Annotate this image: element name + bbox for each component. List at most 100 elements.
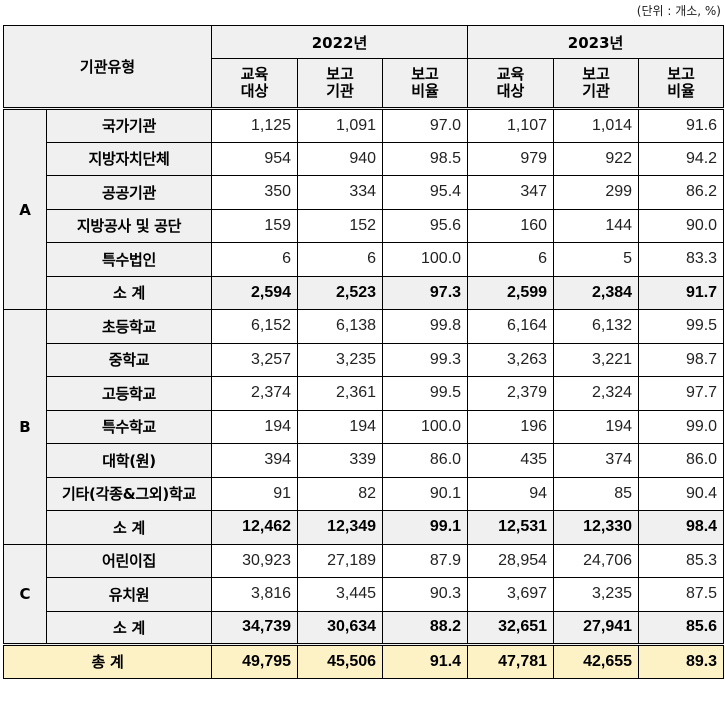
value-cell: 2,379 <box>467 376 555 411</box>
value-cell: 99.5 <box>382 376 469 411</box>
value-cell: 85.6 <box>638 610 725 645</box>
subtotal-row: 소 계 34,739 30,634 88.2 32,651 27,941 85.6 <box>4 610 725 645</box>
row-label: 초등학교 <box>45 309 213 344</box>
value-cell: 45,506 <box>297 643 384 679</box>
table-row: 특수법인 6 6 100.0 6 5 83.3 <box>4 242 725 277</box>
value-cell: 30,634 <box>297 610 384 645</box>
value-cell: 88.2 <box>382 610 469 645</box>
group-label: B <box>3 309 47 545</box>
value-cell: 86.0 <box>382 443 469 478</box>
value-cell: 2,599 <box>467 275 555 310</box>
header-education-target-2022: 교육 대상 <box>211 58 299 110</box>
value-cell: 97.7 <box>638 376 725 411</box>
header-reporting-org-2022: 보고 기관 <box>297 58 384 110</box>
header-reporting-org-2023: 보고 기관 <box>553 58 640 110</box>
value-cell: 90.3 <box>382 577 469 612</box>
value-cell: 85 <box>553 476 640 511</box>
value-cell: 100.0 <box>382 242 469 277</box>
header-line: 보고 <box>582 65 610 83</box>
value-cell: 98.7 <box>638 342 725 377</box>
header-line: 보고 <box>667 65 695 83</box>
report-table: 기관유형 2022년 2023년 교육 대상 보고 기관 보고 비율 교육 대상 보고 기관 보고 비… <box>2 25 725 679</box>
value-cell: 99.1 <box>382 510 469 545</box>
value-cell: 47,781 <box>467 643 555 679</box>
value-cell: 2,523 <box>297 275 384 310</box>
subtotal-row: 소 계 12,462 12,349 99.1 12,531 12,330 98.4 <box>4 510 725 545</box>
subtotal-row: 소 계 2,594 2,523 97.3 2,599 2,384 91.7 <box>4 275 725 310</box>
value-cell: 30,923 <box>211 543 299 578</box>
table-row: B 초등학교 6,152 6,138 99.8 6,164 6,132 99.5 <box>3 309 725 545</box>
value-cell: 49,795 <box>211 643 299 679</box>
header-line: 비율 <box>411 82 439 100</box>
value-cell: 152 <box>297 208 384 243</box>
header-line: 비율 <box>667 82 695 100</box>
value-cell: 6,132 <box>553 309 640 344</box>
table-row: 중학교 3,257 3,235 99.3 3,263 3,221 98.7 <box>4 342 725 377</box>
value-cell: 3,235 <box>553 577 640 612</box>
value-cell: 94.2 <box>638 141 725 176</box>
value-cell: 954 <box>211 141 299 176</box>
value-cell: 1,014 <box>553 108 640 143</box>
value-cell: 90.4 <box>638 476 725 511</box>
value-cell: 90.0 <box>638 208 725 243</box>
value-cell: 979 <box>467 141 555 176</box>
header-reporting-rate-2023: 보고 비율 <box>638 58 725 110</box>
group-label: A <box>3 108 47 310</box>
value-cell: 3,697 <box>467 577 555 612</box>
value-cell: 12,349 <box>297 510 384 545</box>
value-cell: 3,221 <box>553 342 640 377</box>
table-row: 지방자치단체 954 940 98.5 979 922 94.2 <box>4 141 725 176</box>
header-year-2023: 2023년 <box>467 25 725 59</box>
header-education-target-2023: 교육 대상 <box>467 58 555 110</box>
value-cell: 6 <box>467 242 555 277</box>
header-line: 교육 <box>496 65 525 83</box>
row-label: 국가기관 <box>45 108 213 143</box>
header-line: 대상 <box>240 82 269 100</box>
value-cell: 3,257 <box>211 342 299 377</box>
value-cell: 922 <box>553 141 640 176</box>
value-cell: 350 <box>211 175 299 210</box>
value-cell: 299 <box>553 175 640 210</box>
table-row: 지방공사 및 공단 159 152 95.6 160 144 90.0 <box>4 208 725 243</box>
value-cell: 6 <box>297 242 384 277</box>
value-cell: 91.6 <box>638 108 725 143</box>
row-label: 어린이집 <box>45 543 213 578</box>
value-cell: 86.0 <box>638 443 725 478</box>
value-cell: 196 <box>467 409 555 444</box>
value-cell: 940 <box>297 141 384 176</box>
row-label: 지방자치단체 <box>45 141 213 176</box>
value-cell: 1,125 <box>211 108 299 143</box>
value-cell: 97.0 <box>382 108 469 143</box>
value-cell: 91.7 <box>638 275 725 310</box>
row-label: 특수학교 <box>45 409 213 444</box>
header-line: 대상 <box>496 82 525 100</box>
value-cell: 3,263 <box>467 342 555 377</box>
header-reporting-rate-2022: 보고 비율 <box>382 58 469 110</box>
value-cell: 27,189 <box>297 543 384 578</box>
value-cell: 97.3 <box>382 275 469 310</box>
table-row: 유치원 3,816 3,445 90.3 3,697 3,235 87.5 <box>4 577 725 612</box>
row-label: 고등학교 <box>45 376 213 411</box>
value-cell: 99.3 <box>382 342 469 377</box>
row-label: 특수법인 <box>45 242 213 277</box>
value-cell: 83.3 <box>638 242 725 277</box>
value-cell: 3,816 <box>211 577 299 612</box>
header-line: 기관 <box>582 82 610 100</box>
value-cell: 27,941 <box>553 610 640 645</box>
grand-total-row: 총 계 49,795 45,506 91.4 47,781 42,655 89.3 <box>2 643 725 679</box>
row-label: 기타(각종&그외)학교 <box>45 476 213 511</box>
value-cell: 6,152 <box>211 309 299 344</box>
header-line: 보고 <box>411 65 439 83</box>
value-cell: 99.0 <box>638 409 725 444</box>
value-cell: 99.8 <box>382 309 469 344</box>
header-line: 기관 <box>326 82 354 100</box>
value-cell: 394 <box>211 443 299 478</box>
group-label: C <box>3 543 47 645</box>
table-row: 고등학교 2,374 2,361 99.5 2,379 2,324 97.7 <box>4 376 725 411</box>
value-cell: 2,324 <box>553 376 640 411</box>
table-row: C 어린이집 30,923 27,189 87.9 28,954 24,706 85.3 <box>3 543 725 645</box>
subtotal-label: 소 계 <box>45 275 213 310</box>
value-cell: 3,235 <box>297 342 384 377</box>
value-cell: 95.6 <box>382 208 469 243</box>
value-cell: 435 <box>467 443 555 478</box>
